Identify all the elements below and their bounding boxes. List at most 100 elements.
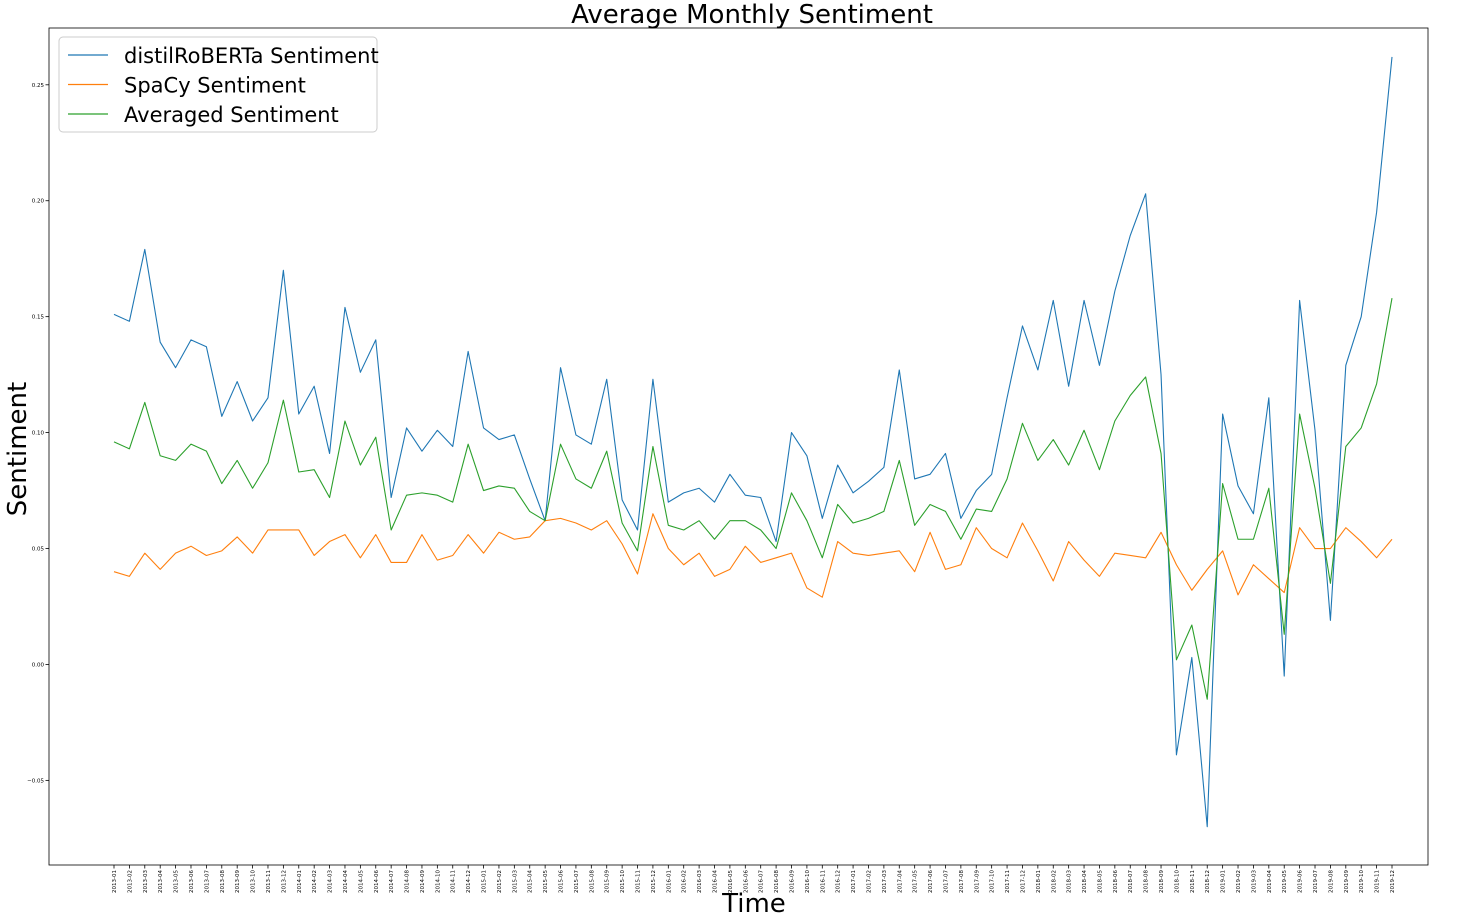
x-tick-label: 2019-02 xyxy=(1236,870,1242,893)
x-tick-label: 2019-09 xyxy=(1344,870,1350,893)
x-tick-label: 2015-09 xyxy=(605,870,611,893)
x-tick-label: 2019-11 xyxy=(1375,870,1381,893)
x-tick-label: 2017-08 xyxy=(959,870,965,893)
x-tick-label: 2018-06 xyxy=(1113,870,1119,893)
y-tick-label: 0.05 xyxy=(32,547,45,553)
x-tick-label: 2014-01 xyxy=(297,870,303,893)
x-tick-label: 2019-03 xyxy=(1251,870,1257,893)
x-tick-label: 2017-01 xyxy=(851,870,857,893)
x-tick-label: 2017-06 xyxy=(928,870,934,893)
x-tick-label: 2019-06 xyxy=(1298,870,1304,893)
x-tick-label: 2015-11 xyxy=(636,870,642,893)
x-tick-label: 2017-07 xyxy=(943,870,949,893)
x-tick-label: 2015-01 xyxy=(482,870,488,893)
x-tick-label: 2019-12 xyxy=(1390,870,1396,893)
x-tick-label: 2016-02 xyxy=(682,870,688,893)
x-tick-label: 2015-05 xyxy=(543,870,549,893)
x-tick-label: 2015-03 xyxy=(512,870,518,893)
x-tick-label: 2013-03 xyxy=(143,870,149,893)
series-line-1 xyxy=(113,56,1393,828)
x-tick-label: 2018-10 xyxy=(1174,870,1180,893)
x-tick-label: 2014-08 xyxy=(405,870,411,893)
series-line-2 xyxy=(113,513,1393,598)
legend-label: Averaged Sentiment xyxy=(124,103,339,127)
x-tick-label: 2016-12 xyxy=(836,870,842,893)
x-tick-label: 2017-05 xyxy=(913,870,919,893)
x-tick-label: 2016-08 xyxy=(774,870,780,893)
x-tick-label: 2013-12 xyxy=(281,870,287,893)
x-tick-label: 2013-09 xyxy=(235,870,241,893)
x-tick-label: 2013-02 xyxy=(127,870,133,893)
x-tick-label: 2017-03 xyxy=(882,870,888,893)
legend-label: distilRoBERTa Sentiment xyxy=(124,44,379,68)
y-tick-label: 0.00 xyxy=(32,662,45,668)
x-tick-label: 2017-10 xyxy=(990,870,996,893)
x-tick-label: 2013-01 xyxy=(112,870,118,893)
y-tick-label: −0.05 xyxy=(27,778,44,784)
x-tick-label: 2014-09 xyxy=(420,870,426,893)
x-tick-label: 2016-06 xyxy=(743,870,749,893)
x-tick-label: 2013-07 xyxy=(204,870,210,893)
x-tick-label: 2015-10 xyxy=(620,870,626,893)
x-tick-label: 2018-12 xyxy=(1205,870,1211,893)
legend-box xyxy=(58,36,378,133)
x-tick-label: 2013-06 xyxy=(189,870,195,893)
x-tick-label: 2014-05 xyxy=(358,870,364,893)
x-tick-label: 2013-11 xyxy=(266,870,272,893)
series-line-3 xyxy=(113,298,1393,700)
x-tick-label: 2016-01 xyxy=(666,870,672,893)
x-tick-label: 2017-04 xyxy=(897,870,903,893)
x-tick-label: 2015-08 xyxy=(589,870,595,893)
x-tick-label: 2017-12 xyxy=(1020,870,1026,893)
x-tick-label: 2018-01 xyxy=(1036,870,1042,893)
x-tick-label: 2013-05 xyxy=(174,870,180,893)
y-axis-label: Sentiment xyxy=(3,382,33,516)
chart-title: Average Monthly Sentiment xyxy=(571,0,933,30)
x-tick-label: 2018-04 xyxy=(1082,870,1088,893)
x-tick-label: 2013-10 xyxy=(251,870,257,893)
y-tick-label: 0.20 xyxy=(32,199,45,205)
x-tick-label: 2016-10 xyxy=(805,870,811,893)
x-tick-label: 2018-05 xyxy=(1097,870,1103,893)
legend-label: SpaCy Sentiment xyxy=(124,74,306,98)
x-tick-label: 2016-04 xyxy=(713,870,719,893)
x-tick-label: 2018-08 xyxy=(1144,870,1150,893)
x-tick-label: 2018-03 xyxy=(1067,870,1073,893)
x-tick-label: 2019-05 xyxy=(1282,870,1288,893)
x-tick-label: 2017-09 xyxy=(974,870,980,893)
x-tick-label: 2015-02 xyxy=(497,870,503,893)
x-tick-label: 2014-07 xyxy=(389,870,395,893)
y-tick-label: 0.10 xyxy=(32,431,45,437)
x-tick-label: 2019-08 xyxy=(1328,870,1334,893)
y-tick-label: 0.15 xyxy=(32,315,45,321)
x-tick-label: 2015-06 xyxy=(559,870,565,893)
x-tick-label: 2015-04 xyxy=(528,870,534,893)
x-tick-label: 2017-11 xyxy=(1005,870,1011,893)
x-tick-label: 2018-09 xyxy=(1159,870,1165,893)
x-tick-label: 2019-07 xyxy=(1313,870,1319,893)
x-tick-label: 2019-10 xyxy=(1359,870,1365,893)
x-axis-label: Time xyxy=(721,889,786,919)
legend: distilRoBERTa Sentiment SpaCy Sentiment Av… xyxy=(58,36,379,133)
x-tick-label: 2018-07 xyxy=(1128,870,1134,893)
x-tick-label: 2016-03 xyxy=(697,870,703,893)
x-tick-label: 2016-11 xyxy=(820,870,826,893)
x-tick-label: 2014-06 xyxy=(374,870,380,893)
x-tick-label: 2016-05 xyxy=(728,870,734,893)
y-tick-label: 0.25 xyxy=(32,83,45,89)
x-tick-label: 2017-02 xyxy=(866,870,872,893)
x-tick-label: 2019-04 xyxy=(1267,870,1273,893)
plot-area: −0.05 0.00 0.05 0.10 0.15 0.20 0.25 2013-01 2013… xyxy=(27,27,1429,893)
x-tick-label: 2016-07 xyxy=(759,870,765,893)
x-tick-label: 2014-03 xyxy=(328,870,334,893)
x-tick-label: 2013-04 xyxy=(158,870,164,893)
x-tick-label: 2014-11 xyxy=(451,870,457,893)
x-tick-label: 2018-11 xyxy=(1190,870,1196,893)
x-tick-label: 2019-01 xyxy=(1221,870,1227,893)
x-tick-label: 2013-08 xyxy=(220,870,226,893)
x-tick-label: 2014-12 xyxy=(466,870,472,893)
axes-frame xyxy=(48,27,1429,866)
x-tick-label: 2014-02 xyxy=(312,870,318,893)
